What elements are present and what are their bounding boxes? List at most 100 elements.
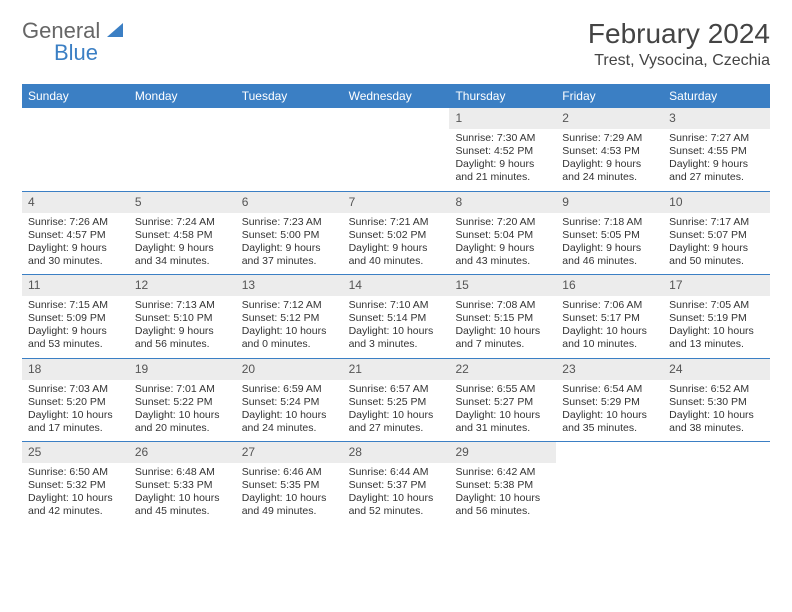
day-number: 26: [129, 442, 236, 463]
sunrise-text: Sunrise: 7:10 AM: [349, 299, 444, 312]
sunrise-text: Sunrise: 7:12 AM: [242, 299, 337, 312]
dl2-text: and 20 minutes.: [135, 422, 230, 435]
location-subtitle: Trest, Vysocina, Czechia: [588, 52, 770, 70]
dl2-text: and 49 minutes.: [242, 505, 337, 518]
weekday-header: Monday: [129, 84, 236, 108]
day-details: Sunrise: 7:10 AMSunset: 5:14 PMDaylight:…: [343, 296, 450, 358]
calendar-day-cell: 23Sunrise: 6:54 AMSunset: 5:29 PMDayligh…: [556, 359, 663, 442]
calendar-day-cell: [663, 442, 770, 525]
sunset-text: Sunset: 5:12 PM: [242, 312, 337, 325]
dl1-text: Daylight: 10 hours: [455, 409, 550, 422]
day-number: 15: [449, 275, 556, 296]
sunset-text: Sunset: 5:14 PM: [349, 312, 444, 325]
dl1-text: Daylight: 9 hours: [455, 158, 550, 171]
sunset-text: Sunset: 5:05 PM: [562, 229, 657, 242]
dl2-text: and 13 minutes.: [669, 338, 764, 351]
dl1-text: Daylight: 10 hours: [349, 325, 444, 338]
sunrise-text: Sunrise: 7:30 AM: [455, 132, 550, 145]
sunrise-text: Sunrise: 6:54 AM: [562, 383, 657, 396]
day-number: 6: [236, 192, 343, 213]
dl2-text: and 27 minutes.: [669, 171, 764, 184]
dl1-text: Daylight: 10 hours: [349, 409, 444, 422]
calendar-day-cell: 9Sunrise: 7:18 AMSunset: 5:05 PMDaylight…: [556, 192, 663, 275]
day-details: Sunrise: 7:17 AMSunset: 5:07 PMDaylight:…: [663, 213, 770, 275]
day-details: Sunrise: 6:59 AMSunset: 5:24 PMDaylight:…: [236, 380, 343, 442]
day-details: Sunrise: 6:55 AMSunset: 5:27 PMDaylight:…: [449, 380, 556, 442]
dl2-text: and 3 minutes.: [349, 338, 444, 351]
day-number: 24: [663, 359, 770, 380]
calendar-week-row: 18Sunrise: 7:03 AMSunset: 5:20 PMDayligh…: [22, 359, 770, 443]
sunset-text: Sunset: 5:32 PM: [28, 479, 123, 492]
sunrise-text: Sunrise: 6:59 AM: [242, 383, 337, 396]
sunrise-text: Sunrise: 7:17 AM: [669, 216, 764, 229]
day-details: Sunrise: 7:20 AMSunset: 5:04 PMDaylight:…: [449, 213, 556, 275]
sunset-text: Sunset: 5:09 PM: [28, 312, 123, 325]
calendar-day-cell: 10Sunrise: 7:17 AMSunset: 5:07 PMDayligh…: [663, 192, 770, 275]
sunrise-text: Sunrise: 7:15 AM: [28, 299, 123, 312]
day-details: Sunrise: 6:46 AMSunset: 5:35 PMDaylight:…: [236, 463, 343, 525]
dl2-text: and 34 minutes.: [135, 255, 230, 268]
day-number: [22, 108, 129, 129]
sunrise-text: Sunrise: 7:05 AM: [669, 299, 764, 312]
sunset-text: Sunset: 5:24 PM: [242, 396, 337, 409]
calendar-day-cell: [22, 108, 129, 191]
sunset-text: Sunset: 5:38 PM: [455, 479, 550, 492]
day-number: 5: [129, 192, 236, 213]
day-number: 22: [449, 359, 556, 380]
sunset-text: Sunset: 5:37 PM: [349, 479, 444, 492]
calendar-day-cell: 5Sunrise: 7:24 AMSunset: 4:58 PMDaylight…: [129, 192, 236, 275]
calendar-day-cell: 13Sunrise: 7:12 AMSunset: 5:12 PMDayligh…: [236, 275, 343, 358]
sunset-text: Sunset: 4:58 PM: [135, 229, 230, 242]
calendar-day-cell: 20Sunrise: 6:59 AMSunset: 5:24 PMDayligh…: [236, 359, 343, 442]
dl1-text: Daylight: 10 hours: [455, 492, 550, 505]
dl2-text: and 17 minutes.: [28, 422, 123, 435]
calendar-day-cell: 26Sunrise: 6:48 AMSunset: 5:33 PMDayligh…: [129, 442, 236, 525]
sunrise-text: Sunrise: 6:55 AM: [455, 383, 550, 396]
dl2-text: and 46 minutes.: [562, 255, 657, 268]
dl1-text: Daylight: 9 hours: [562, 158, 657, 171]
day-number: 12: [129, 275, 236, 296]
calendar-day-cell: 16Sunrise: 7:06 AMSunset: 5:17 PMDayligh…: [556, 275, 663, 358]
dl1-text: Daylight: 9 hours: [135, 242, 230, 255]
calendar-day-cell: 15 Sunrise: 7:08 AMSunset: 5:15 PMDayligh…: [449, 275, 556, 358]
sunset-text: Sunset: 5:27 PM: [455, 396, 550, 409]
day-number: 1: [449, 108, 556, 129]
sunrise-text: Sunrise: 6:57 AM: [349, 383, 444, 396]
sunrise-text: Sunrise: 7:29 AM: [562, 132, 657, 145]
day-details: Sunrise: 7:26 AMSunset: 4:57 PMDaylight:…: [22, 213, 129, 275]
dl2-text: and 45 minutes.: [135, 505, 230, 518]
day-number: [129, 108, 236, 129]
day-details: Sunrise: 7:06 AMSunset: 5:17 PMDaylight:…: [556, 296, 663, 358]
sunset-text: Sunset: 5:00 PM: [242, 229, 337, 242]
dl1-text: Daylight: 10 hours: [669, 325, 764, 338]
calendar-week-row: 1Sunrise: 7:30 AMSunset: 4:52 PMDaylight…: [22, 108, 770, 192]
calendar-day-cell: 8Sunrise: 7:20 AMSunset: 5:04 PMDaylight…: [449, 192, 556, 275]
sunrise-text: Sunrise: 7:21 AM: [349, 216, 444, 229]
weekday-header: Tuesday: [236, 84, 343, 108]
day-number: 21: [343, 359, 450, 380]
day-number: 4: [22, 192, 129, 213]
calendar-day-cell: [236, 108, 343, 191]
calendar-day-cell: 19Sunrise: 7:01 AMSunset: 5:22 PMDayligh…: [129, 359, 236, 442]
sunrise-text: Sunrise: 6:50 AM: [28, 466, 123, 479]
sunset-text: Sunset: 5:15 PM: [455, 312, 550, 325]
sunrise-text: Sunrise: 7:08 AM: [455, 299, 550, 312]
day-details: Sunrise: 7:15 AMSunset: 5:09 PMDaylight:…: [22, 296, 129, 358]
dl2-text: and 56 minutes.: [455, 505, 550, 518]
dl1-text: Daylight: 10 hours: [349, 492, 444, 505]
sunset-text: Sunset: 4:57 PM: [28, 229, 123, 242]
sunset-text: Sunset: 5:33 PM: [135, 479, 230, 492]
day-details: Sunrise: 7:12 AMSunset: 5:12 PMDaylight:…: [236, 296, 343, 358]
dl1-text: Daylight: 9 hours: [669, 158, 764, 171]
dl2-text: and 24 minutes.: [562, 171, 657, 184]
dl2-text: and 43 minutes.: [455, 255, 550, 268]
sunrise-text: Sunrise: 7:03 AM: [28, 383, 123, 396]
calendar: Sunday Monday Tuesday Wednesday Thursday…: [22, 84, 770, 525]
calendar-day-cell: 27Sunrise: 6:46 AMSunset: 5:35 PMDayligh…: [236, 442, 343, 525]
day-number: [343, 108, 450, 129]
sunrise-text: Sunrise: 7:18 AM: [562, 216, 657, 229]
day-details: Sunrise: 7:29 AMSunset: 4:53 PMDaylight:…: [556, 129, 663, 191]
dl1-text: Daylight: 10 hours: [242, 325, 337, 338]
dl1-text: Daylight: 10 hours: [455, 325, 550, 338]
dl2-text: and 30 minutes.: [28, 255, 123, 268]
